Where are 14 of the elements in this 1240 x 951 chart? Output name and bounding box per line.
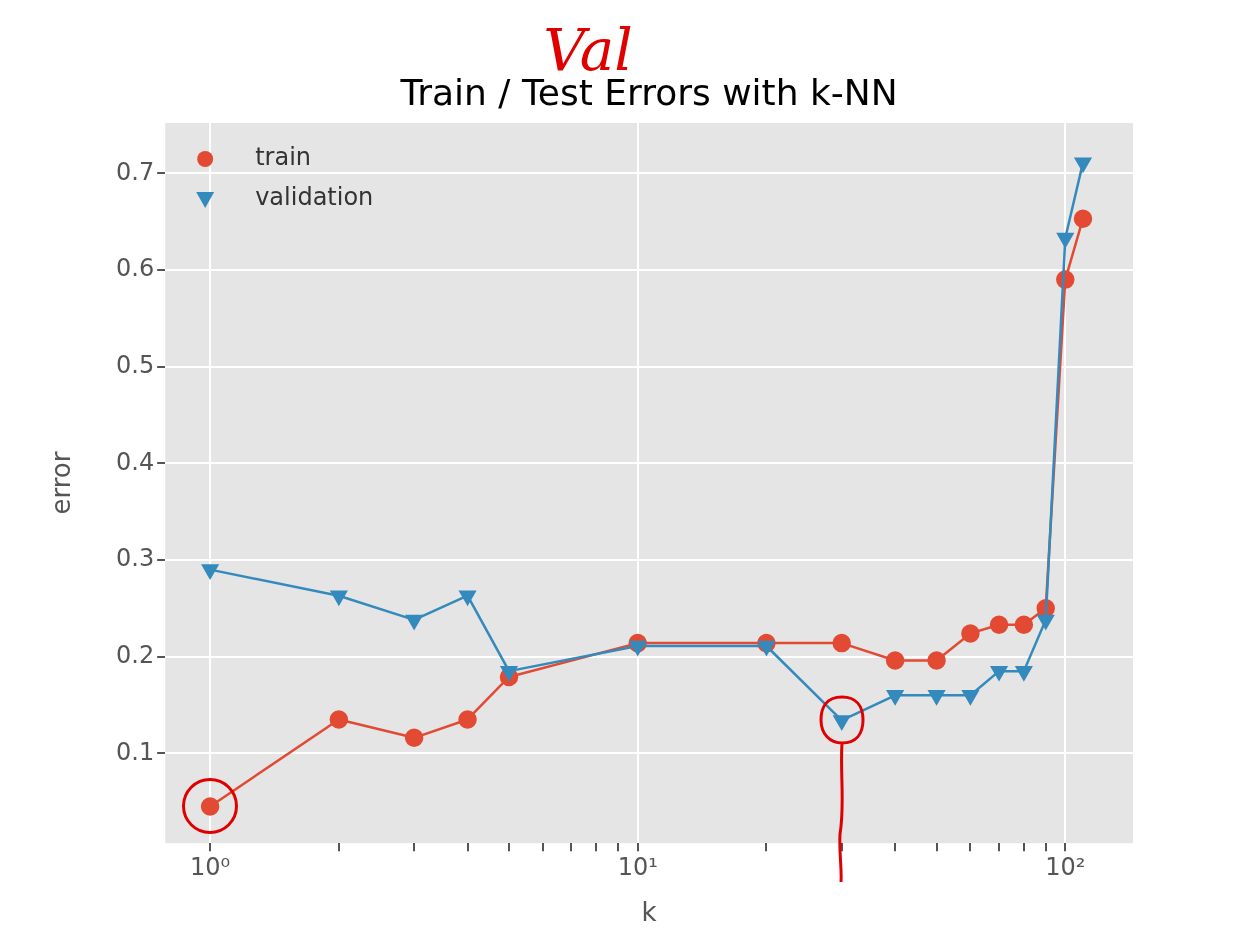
y-tick-label: 0.3	[116, 544, 155, 573]
x-tick-label: 10¹	[617, 852, 658, 881]
y-tick-label: 0.4	[116, 447, 155, 476]
y-tick-label: 0.2	[116, 640, 155, 669]
x-tick-label: 10²	[1045, 852, 1086, 881]
legend-label: train	[255, 143, 312, 172]
y-tick-label: 0.6	[116, 254, 155, 283]
y-tick-label: 0.1	[116, 737, 155, 766]
x-axis-title: k	[641, 897, 657, 928]
y-axis-title: error	[46, 451, 77, 515]
y-tick-label: 0.5	[116, 350, 155, 379]
y-tick-label: 0.7	[116, 157, 155, 186]
legend-label: validation	[255, 183, 374, 212]
x-tick-label: 10⁰	[190, 852, 231, 881]
